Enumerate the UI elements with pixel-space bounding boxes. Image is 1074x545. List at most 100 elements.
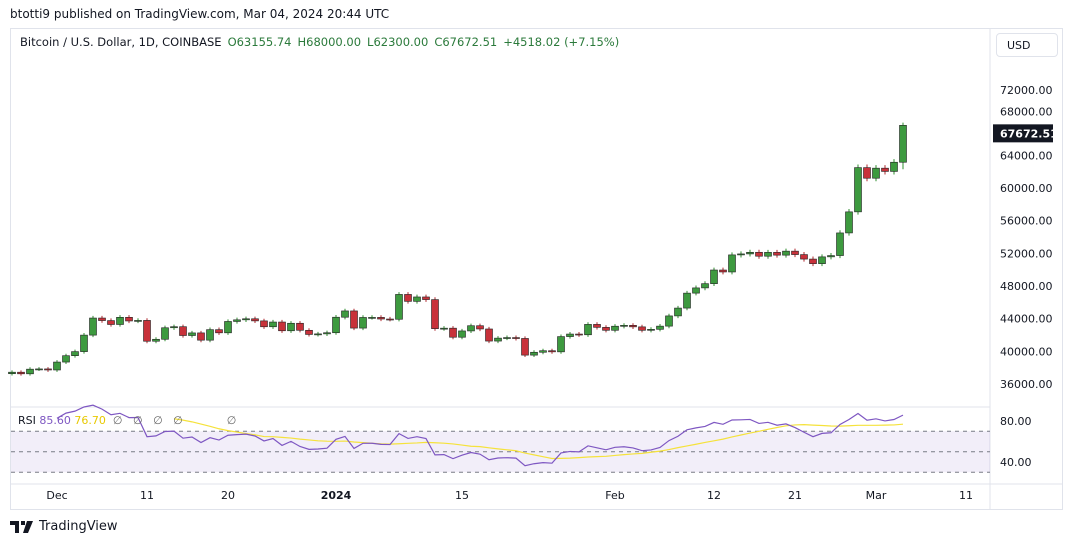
candle-body [8,371,16,375]
candle-body [827,255,835,258]
candle-body [35,368,43,371]
rsi-placeholder: ∅ [173,414,183,427]
candle-body [323,332,331,335]
rsi-placeholder: ∅ [132,414,143,427]
time-tick-label: 11 [959,489,973,502]
price-tick-label: 36000.00 [1000,378,1053,391]
candle-body [458,330,466,338]
candle-body [836,232,844,256]
candle-body [512,337,520,339]
candle-body [107,320,115,325]
price-tick-label: 40000.00 [1000,345,1053,358]
ohlc-change: +4518.02 (+7.15%) [503,35,620,49]
currency-selector[interactable]: USD [996,33,1058,57]
candle-body [206,329,214,341]
candle-body [818,256,826,264]
candle-body [17,371,25,375]
candle-body [503,337,511,339]
candle-body [251,318,259,322]
rsi-ma-line [173,418,904,460]
candle-body [728,254,736,273]
candle-body [161,327,169,340]
candle-body [647,329,655,331]
candle-body [854,167,862,213]
candle-body [98,317,106,321]
candle-body [215,329,223,334]
candle-body [692,287,700,294]
rsi-placeholder: ∅ [112,414,123,427]
candle-body [485,328,493,342]
candle-body [575,333,583,336]
candle-body [134,320,142,322]
candle-body [656,325,664,330]
rsi-tick-label: 40.00 [1000,456,1032,469]
candle-body [674,307,682,317]
ohlc-open: O63155.74 [227,35,292,49]
candle-body [449,327,457,338]
candle-body [278,321,286,332]
candle-body [404,294,412,302]
ohlc-low: L62300.00 [367,35,429,49]
candle-body [341,310,349,318]
price-tick-label: 60000.00 [1000,182,1053,195]
rsi-placeholder: ∅ [226,414,237,427]
tradingview-logo-icon [10,520,33,533]
candle-body [530,351,538,356]
rsi-line [56,404,904,467]
candle-body [386,318,394,321]
candle-body [197,332,205,341]
candle-body [152,338,160,342]
candle-body [125,317,133,322]
candle-body [602,327,610,331]
chart-frame[interactable] [10,28,1063,510]
candle-body [584,324,592,336]
candle-body [44,368,52,371]
candle-body [638,326,646,331]
candle-body [296,322,304,331]
candle-body [269,321,277,328]
candle-body [62,355,70,363]
candle-body [719,269,727,273]
time-tick-label: 11 [140,489,154,502]
candle-body [521,338,529,356]
tradingview-brand[interactable]: TradingView [10,519,118,534]
candle-body [233,319,241,322]
candle-body [305,329,313,335]
candle-body [800,254,808,260]
candle-body [368,317,376,319]
candle-body [224,321,232,334]
candle-body [683,292,691,309]
candle-body [431,299,439,329]
candle-body [809,258,817,264]
price-tick-label: 56000.00 [1000,215,1053,228]
candle-body [890,161,898,172]
candle-body [746,251,754,255]
price-tick-label: 44000.00 [1000,313,1053,326]
candle-body [782,250,790,256]
candle-body [53,361,61,371]
time-tick-label: 21 [788,489,802,502]
candle-body [665,315,673,327]
candle-body [395,294,403,320]
candle-body [89,317,97,336]
candle-body [80,334,88,352]
time-tick-label: 2024 [321,489,352,502]
candle-body [332,316,340,334]
candle-body [755,251,763,257]
candle-body [548,350,556,353]
candle-body [116,317,124,325]
candle-body [260,320,268,328]
price-tick-label: 64000.00 [1000,149,1053,162]
candle-body [26,368,34,375]
last-price-label: 67672.51 [1000,127,1058,140]
candle-body [881,167,889,172]
candle-body [494,337,502,342]
candle-body [629,325,637,328]
rsi-value: 85.60 [39,414,71,427]
time-tick-label: Mar [866,489,887,502]
candle-body [71,351,79,356]
candle-body [242,318,250,321]
time-tick-label: 12 [707,489,721,502]
candle-body [557,336,565,353]
